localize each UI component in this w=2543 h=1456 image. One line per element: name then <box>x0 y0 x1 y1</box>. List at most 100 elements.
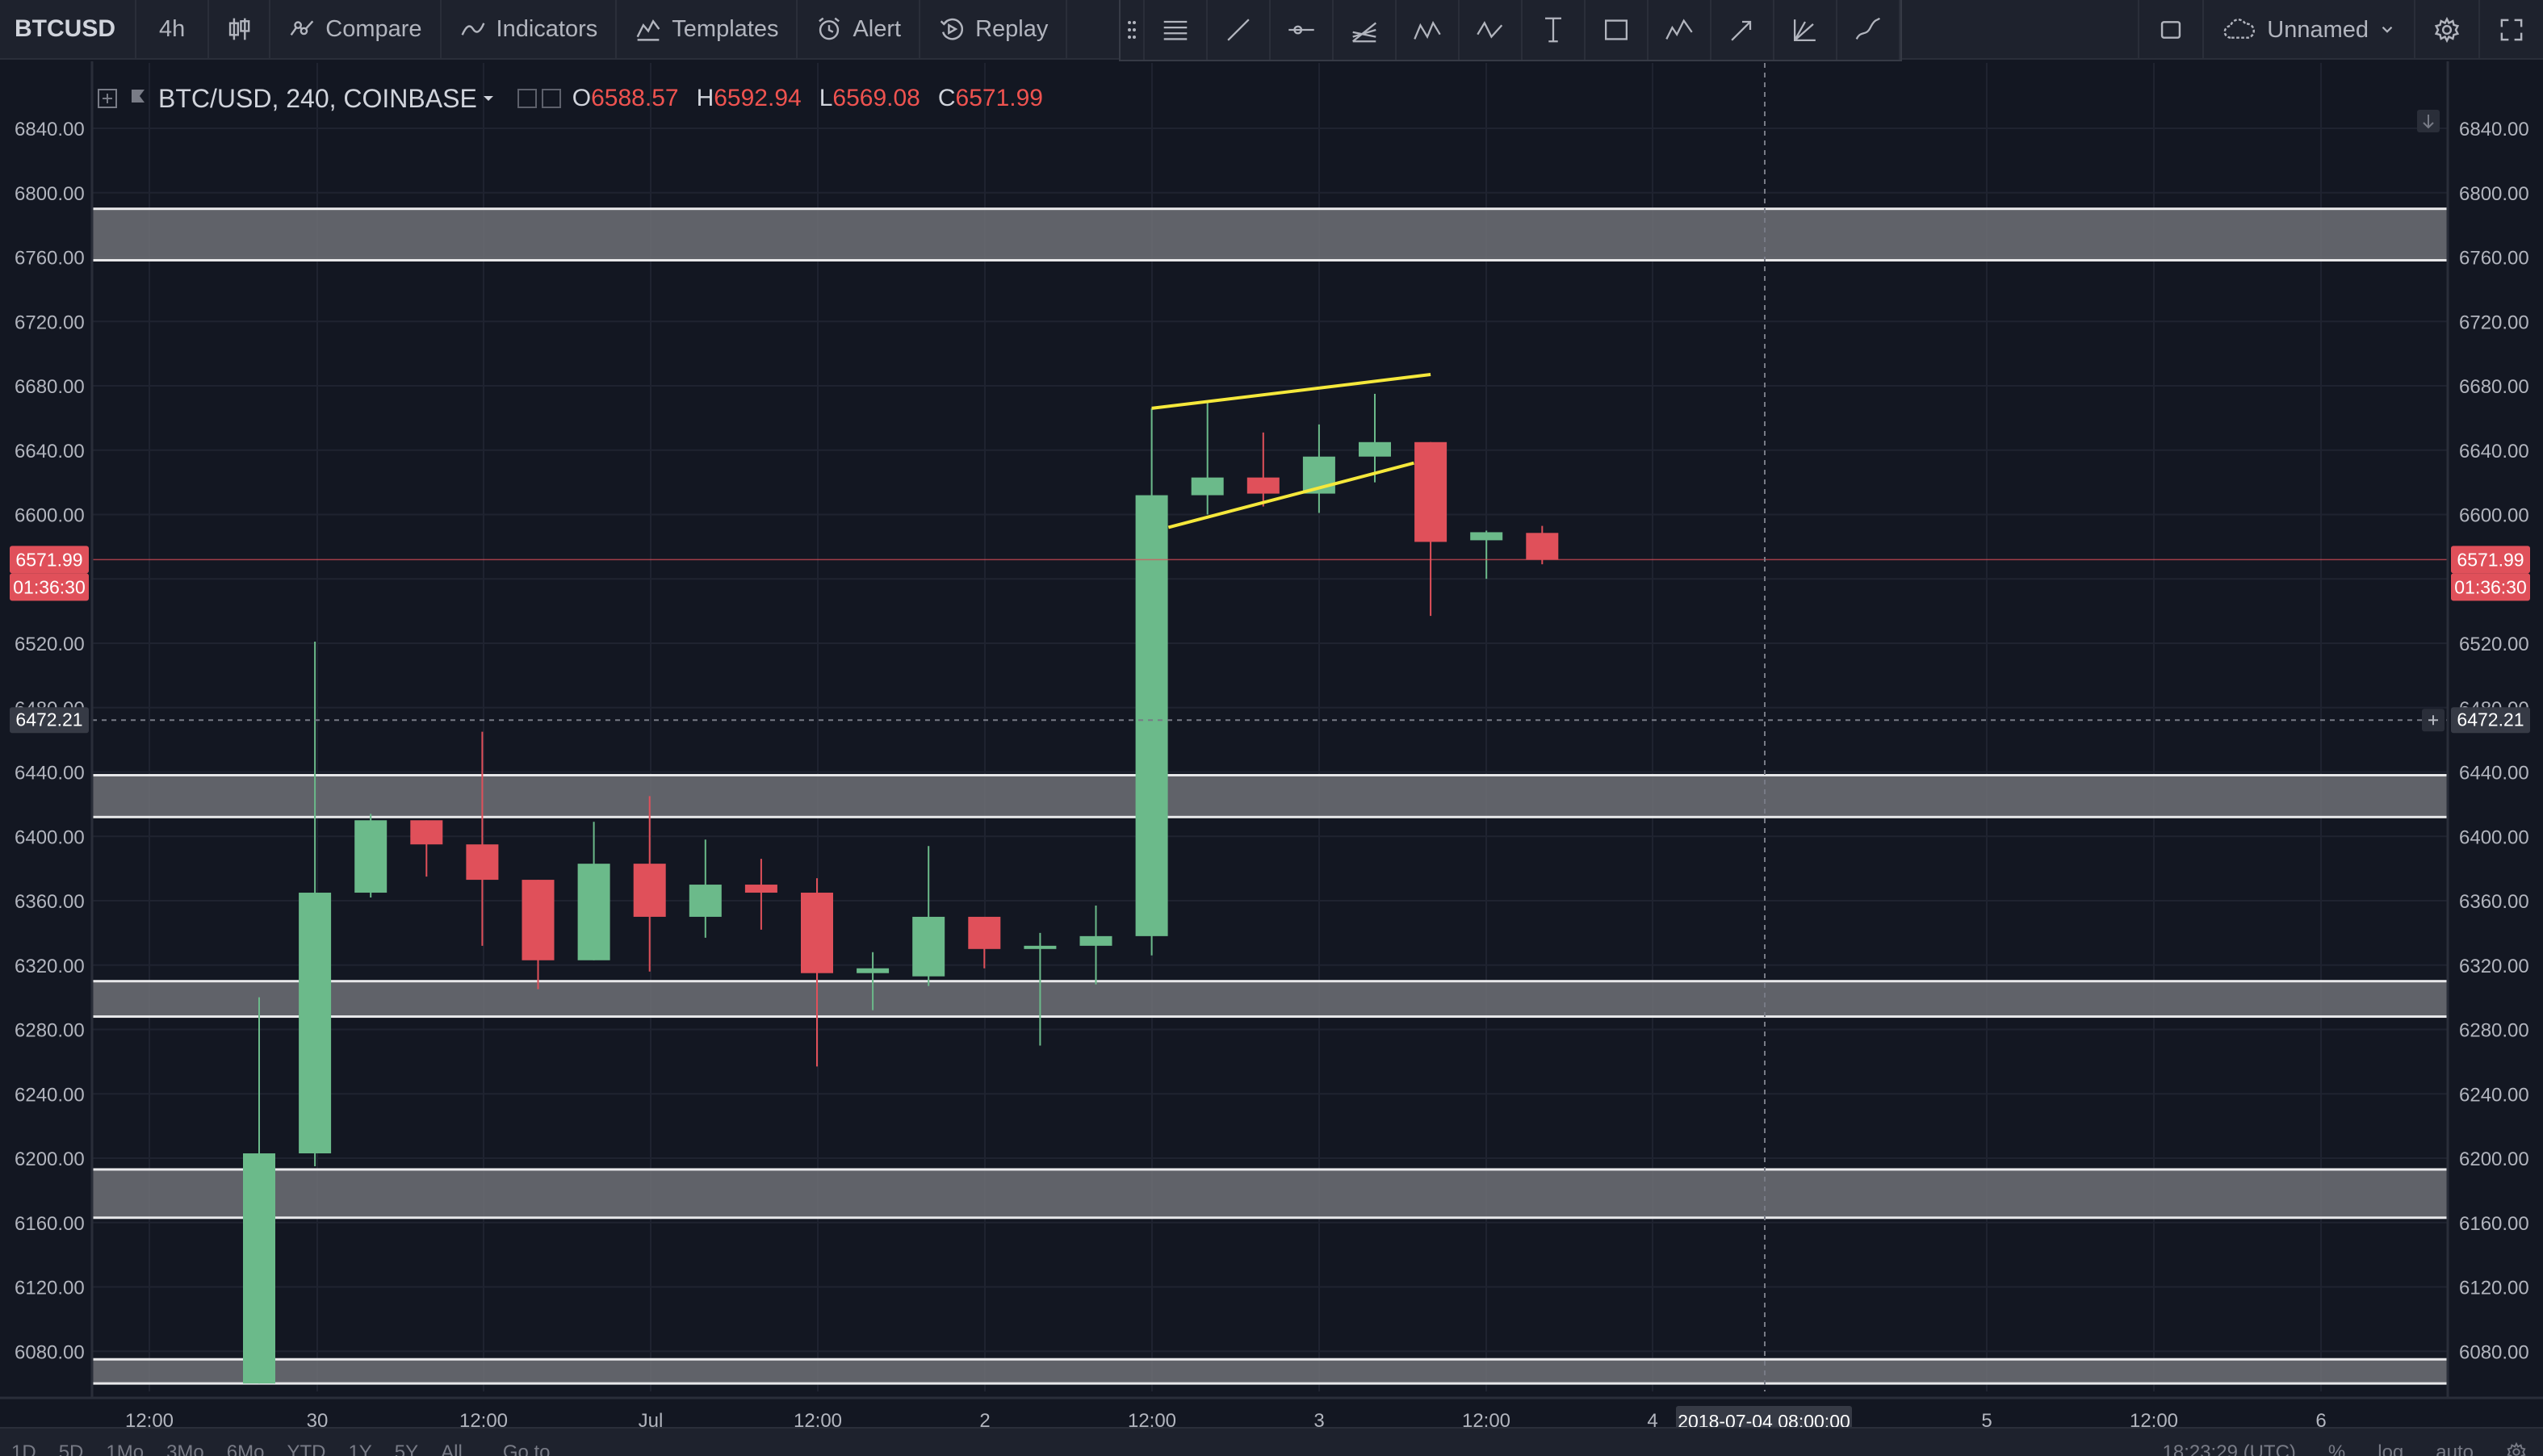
chevron-down-icon <box>2382 26 2393 33</box>
draw-tool-rectangle[interactable] <box>1586 0 1649 60</box>
auto-toggle[interactable]: auto <box>2436 1441 2474 1456</box>
draw-tool-elliott-wave[interactable] <box>1649 0 1711 60</box>
candle[interactable] <box>1191 401 1224 515</box>
percent-toggle[interactable]: % <box>2327 1441 2346 1456</box>
candle[interactable] <box>1359 393 1391 483</box>
candle[interactable] <box>744 859 777 930</box>
maximize-button[interactable] <box>2480 0 2543 60</box>
candle[interactable] <box>577 822 610 960</box>
hide-series-button[interactable] <box>517 89 537 108</box>
draw-tool-horizontal-lines[interactable] <box>1145 0 1208 60</box>
candle[interactable] <box>1024 932 1057 1046</box>
support-resistance-zone[interactable] <box>90 773 2449 818</box>
compare-button[interactable]: Compare <box>270 0 442 59</box>
range-6mo[interactable]: 6Mo <box>226 1441 265 1456</box>
elliott-wave-icon <box>1665 19 1693 40</box>
candle[interactable] <box>912 846 945 986</box>
range-5d[interactable]: 5D <box>58 1441 84 1456</box>
candle-body <box>1359 441 1391 457</box>
range-5y[interactable]: 5Y <box>394 1441 419 1456</box>
legend-title[interactable]: BTC/USD, 240, COINBASE <box>158 83 477 113</box>
draw-tool-arrow[interactable] <box>1711 0 1774 60</box>
candle[interactable] <box>522 880 555 989</box>
range-1mo[interactable]: 1Mo <box>106 1441 145 1456</box>
candle[interactable] <box>968 916 1001 969</box>
caret-down-icon[interactable] <box>482 92 495 105</box>
abcd-pattern-icon <box>1477 21 1503 39</box>
candle[interactable] <box>1414 441 1447 617</box>
toolbar-right-group: Unnamed <box>2138 0 2543 60</box>
draw-tool-trend-line[interactable] <box>1208 0 1271 60</box>
range-3mo[interactable]: 3Mo <box>166 1441 204 1456</box>
replay-label: Replay <box>975 15 1049 42</box>
utc-clock[interactable]: 18:23:29 (UTC) <box>2162 1441 2296 1456</box>
candle[interactable] <box>1135 408 1168 956</box>
xabcd-pattern-icon <box>1414 20 1441 40</box>
draw-tool-xabcd-pattern[interactable] <box>1397 0 1460 60</box>
candle[interactable] <box>1246 432 1280 507</box>
add-alert-plus-icon[interactable] <box>2422 709 2445 732</box>
indicators-button[interactable]: Indicators <box>442 0 618 59</box>
series-settings-button[interactable] <box>541 89 561 108</box>
candle[interactable] <box>689 839 722 938</box>
candle[interactable] <box>801 878 833 1067</box>
range-1d[interactable]: 1D <box>11 1441 36 1456</box>
templates-button[interactable]: Templates <box>617 0 798 59</box>
support-resistance-zone[interactable] <box>90 980 2449 1019</box>
support-resistance-zone[interactable] <box>90 207 2449 261</box>
draw-tool-text[interactable] <box>1523 0 1586 60</box>
settings-button[interactable] <box>2415 0 2480 60</box>
horizontal-ray-icon <box>1288 25 1314 35</box>
candle[interactable] <box>633 796 666 972</box>
price-chart[interactable]: 6840.00 6840.00 6800.00 6800.00 6760.00 6760.… <box>0 61 2543 1427</box>
draw-tool-gann[interactable] <box>1774 0 1837 60</box>
candle[interactable] <box>1470 530 1503 579</box>
range-ytd[interactable]: YTD <box>287 1441 326 1456</box>
draw-tool-brush[interactable] <box>1837 0 1900 60</box>
text-icon <box>1545 17 1561 43</box>
support-resistance-zone[interactable] <box>90 1168 2449 1220</box>
candle[interactable] <box>1079 905 1112 985</box>
chart-style-button[interactable] <box>209 0 271 59</box>
range-all[interactable]: All <box>441 1441 463 1456</box>
chart-pane[interactable]: 6840.00 6840.00 6800.00 6800.00 6760.00 6760.… <box>0 61 2543 1427</box>
replay-button[interactable]: Replay <box>920 0 1068 59</box>
interval-button[interactable]: 4h <box>136 0 210 59</box>
draw-tool-pitchfork[interactable] <box>1334 0 1397 60</box>
flag-icon[interactable] <box>129 88 147 109</box>
trend-line[interactable] <box>1151 373 1431 410</box>
symbol-search-button[interactable]: BTCUSD <box>0 0 136 59</box>
x-tick-label: 12:00 <box>125 1410 174 1427</box>
y-tick-label-left: 6400.00 <box>15 826 85 848</box>
support-resistance-zone[interactable] <box>90 1358 2449 1385</box>
log-toggle[interactable]: log <box>2378 1441 2404 1456</box>
drag-handle[interactable] <box>1121 0 1145 60</box>
symbol-label: BTCUSD <box>15 15 115 42</box>
candle[interactable] <box>410 820 443 877</box>
fullscreen-toggle-button[interactable] <box>2138 0 2205 60</box>
alert-button[interactable]: Alert <box>798 0 921 59</box>
goto-button[interactable]: Go to... <box>502 1441 567 1456</box>
scale-pin-icon[interactable] <box>2417 110 2440 132</box>
candle[interactable] <box>466 731 499 946</box>
open-label: O <box>572 85 592 111</box>
compare-label: Compare <box>325 15 422 42</box>
x-tick-label: 12:00 <box>1462 1410 1510 1427</box>
grip-dots-icon <box>1128 21 1136 39</box>
layout-save-button[interactable]: Unnamed <box>2204 0 2415 60</box>
candle[interactable] <box>354 814 388 898</box>
candle[interactable] <box>1302 424 1335 513</box>
trend-line[interactable] <box>1167 461 1414 529</box>
candle[interactable] <box>857 952 890 1010</box>
candle-body <box>1470 532 1503 541</box>
range-1y[interactable]: 1Y <box>348 1441 372 1456</box>
candle[interactable] <box>299 642 332 1166</box>
drawing-tools-list <box>1145 0 1900 60</box>
candle-body <box>744 885 777 893</box>
candle[interactable] <box>1526 525 1559 565</box>
gear-icon[interactable] <box>2506 1441 2527 1456</box>
draw-tool-abcd-pattern[interactable] <box>1460 0 1523 60</box>
draw-tool-horizontal-ray[interactable] <box>1271 0 1334 60</box>
candle[interactable] <box>243 997 275 1384</box>
collapse-icon[interactable] <box>97 88 118 109</box>
